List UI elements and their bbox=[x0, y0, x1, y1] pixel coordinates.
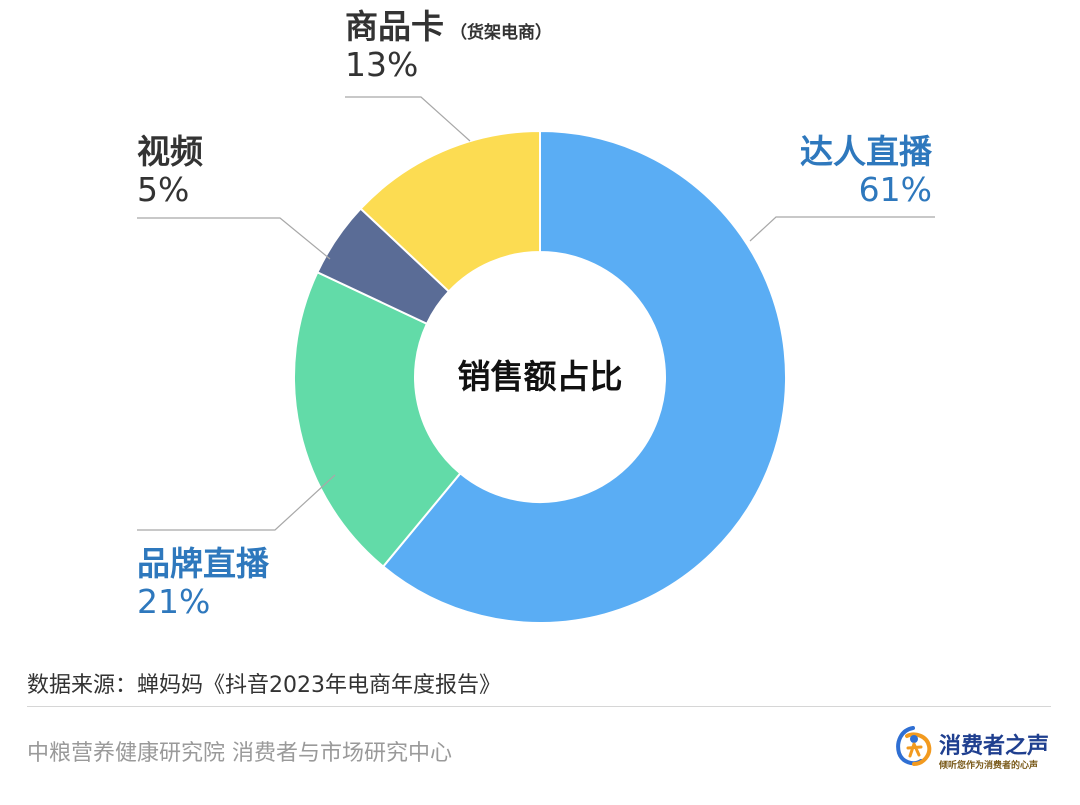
slice-label-percent: 61% bbox=[858, 169, 932, 209]
brand-tagline: 倾听您作为消费者的心声 bbox=[939, 761, 1039, 771]
slice-label-video: 视频 5% bbox=[137, 133, 203, 209]
slice-label-percent: 21% bbox=[137, 581, 211, 621]
leader-line-talent-live bbox=[749, 216, 935, 242]
slice-label-percent: 13% bbox=[345, 44, 419, 84]
slice-label-name: 品牌直播 bbox=[137, 544, 269, 583]
slice-label-brand-live: 品牌直播 21% bbox=[137, 545, 269, 621]
data-source-note: 数据来源：蝉妈妈《抖音2023年电商年度报告》 bbox=[27, 673, 501, 698]
leader-line-product-card bbox=[345, 96, 471, 142]
chart-center-label: 销售额占比 bbox=[457, 357, 623, 396]
slice-label-percent: 5% bbox=[137, 169, 190, 209]
brand-logo-block: 消费者之声 倾听您作为消费者的心声 bbox=[893, 722, 1063, 782]
donut-chart-svg bbox=[137, 96, 935, 624]
leader-line-video bbox=[137, 217, 331, 260]
leader-line-brand-live bbox=[137, 474, 336, 531]
brand-title: 消费者之声 bbox=[939, 734, 1050, 759]
donut-slice-product-card bbox=[359, 129, 541, 293]
footer-divider bbox=[27, 706, 1051, 707]
slice-label-name: 视频 bbox=[137, 132, 203, 171]
slice-label-name: 商品卡 bbox=[345, 7, 444, 46]
brand-logo-icon bbox=[896, 726, 932, 766]
slice-label-name-row: 商品卡 （货架电商） bbox=[345, 8, 552, 46]
footer-organization: 中粮营养健康研究院 消费者与市场研究中心 bbox=[27, 741, 452, 766]
donut-slice-brand-live bbox=[293, 270, 462, 568]
donut-slice-talent-live bbox=[381, 129, 787, 624]
slice-label-name: 达人直播 bbox=[800, 132, 932, 171]
slice-label-talent-live: 达人直播 61% bbox=[790, 133, 932, 209]
slice-label-product-card: 商品卡 （货架电商） 13% bbox=[345, 8, 552, 84]
donut-chart: 销售额占比 达人直播 61% 商品卡 （货架电商） 13% 视频 5% 品牌直播 … bbox=[137, 8, 935, 624]
slice-label-note: （货架电商） bbox=[450, 23, 552, 43]
